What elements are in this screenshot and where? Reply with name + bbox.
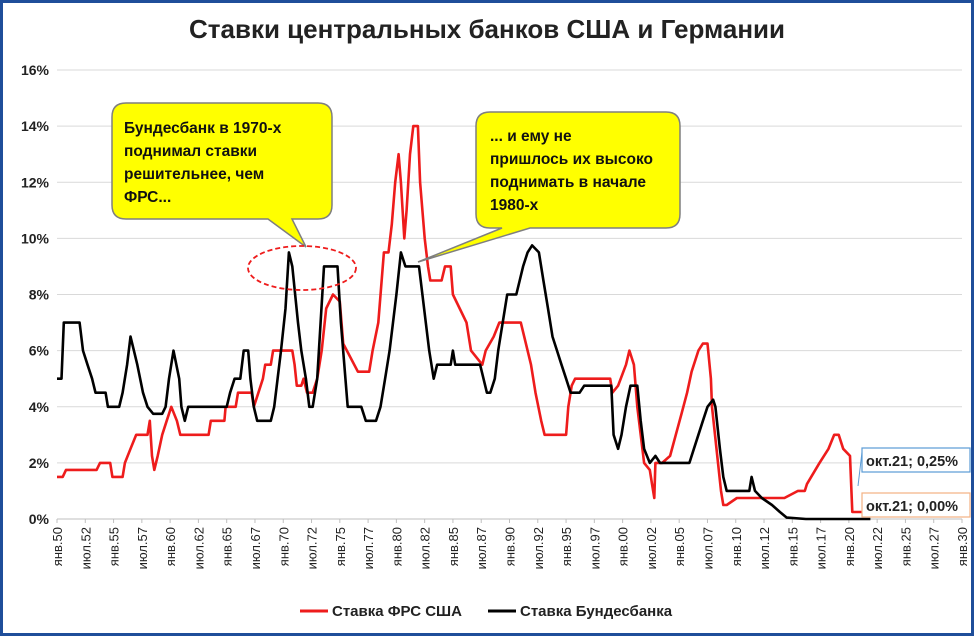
series-line-fed: [57, 124, 871, 514]
x-tick-label: июл.17: [814, 527, 829, 569]
x-tick-label: июл.52: [78, 527, 93, 569]
callout-fed-text: окт.21; 0,25%: [866, 454, 958, 470]
y-tick-label: 4%: [29, 399, 50, 415]
x-tick-label: янв.85: [446, 527, 461, 566]
annotation-2-line: пришлось их высоко: [490, 151, 653, 168]
chart-title: Ставки центральных банков США и Германии: [188, 14, 786, 44]
x-tick-label: янв.75: [333, 527, 348, 566]
legend: Ставка ФРС США Ставка Бундесбанка: [300, 603, 673, 620]
x-tick-label: июл.12: [757, 527, 772, 569]
x-tick-label: июл.27: [927, 527, 942, 569]
annotation-1-line: поднимал ставки: [124, 143, 257, 160]
x-tick-label: июл.77: [361, 527, 376, 569]
x-tick-label: янв.65: [220, 527, 235, 566]
annotation-2-line: ... и ему не: [490, 128, 572, 145]
x-tick-label: янв.55: [107, 527, 122, 566]
x-tick-label: янв.10: [729, 527, 744, 566]
annotation-1-line: решительнее, чем: [124, 166, 264, 183]
x-tick-label: янв.05: [672, 527, 687, 566]
x-tick-label: июл.67: [248, 527, 263, 569]
y-tick-label: 8%: [29, 287, 50, 303]
x-tick-label: июл.92: [531, 527, 546, 569]
highlight-ellipse: [247, 245, 357, 291]
x-axis-ticks: янв.50 июл.52 янв.55 июл.57 янв.60 июл.62 янв.…: [50, 519, 970, 569]
callout-bundesbank-text: окт.21; 0,00%: [866, 499, 958, 515]
x-tick-label: июл.72: [305, 527, 320, 569]
x-tick-label: июл.57: [135, 527, 150, 569]
x-tick-label: июл.22: [870, 527, 885, 569]
x-tick-label: июл.62: [191, 527, 206, 569]
annotation-2-line: 1980-х: [490, 197, 539, 214]
annotation-1-text: Бундесбанк в 1970-х поднимал ставки реши…: [124, 120, 286, 206]
legend-label-bundesbank: Ставка Бундесбанка: [520, 603, 673, 620]
annotation-bubble-2: ... и ему не пришлось их высоко поднимат…: [417, 111, 681, 263]
x-tick-label: янв.80: [389, 527, 404, 566]
callout-bundesbank-end: окт.21; 0,00%: [861, 492, 971, 518]
x-tick-label: янв.15: [785, 527, 800, 566]
callout-fed-end: окт.21; 0,25%: [857, 447, 971, 487]
y-tick-label: 2%: [29, 455, 50, 471]
y-axis-ticks: 0% 2% 4% 6% 8% 10% 12% 14% 16%: [21, 62, 50, 527]
annotation-1-line: Бундесбанк в 1970-х: [124, 120, 282, 137]
x-tick-label: янв.00: [616, 527, 631, 566]
annotation-bubble-1: Бундесбанк в 1970-х поднимал ставки реши…: [111, 102, 333, 248]
y-tick-label: 10%: [21, 230, 50, 246]
annotation-1-line: ФРС...: [124, 189, 171, 206]
y-tick-label: 14%: [21, 118, 50, 134]
x-tick-label: янв.25: [898, 527, 913, 566]
x-tick-label: июл.87: [474, 527, 489, 569]
x-tick-label: янв.90: [503, 527, 518, 566]
x-tick-label: янв.30: [955, 527, 970, 566]
x-tick-label: янв.70: [276, 527, 291, 566]
x-tick-label: июл.07: [700, 527, 715, 569]
series-lines: [57, 124, 871, 521]
y-tick-label: 16%: [21, 62, 50, 78]
x-tick-label: янв.20: [842, 527, 857, 566]
y-tick-label: 0%: [29, 511, 50, 527]
x-tick-label: июл.97: [587, 527, 602, 569]
y-tick-label: 6%: [29, 343, 50, 359]
x-tick-label: июл.82: [418, 527, 433, 569]
x-tick-label: янв.60: [163, 527, 178, 566]
series-line-bundesbank: [57, 244, 871, 521]
annotation-2-line: поднимать в начале: [490, 174, 646, 191]
x-tick-label: июл.02: [644, 527, 659, 569]
x-tick-label: янв.50: [50, 527, 65, 566]
x-tick-label: янв.95: [559, 527, 574, 566]
y-tick-label: 12%: [21, 174, 50, 190]
legend-label-fed: Ставка ФРС США: [332, 603, 462, 620]
annotation-2-text: ... и ему не пришлось их высоко поднимат…: [490, 128, 657, 214]
